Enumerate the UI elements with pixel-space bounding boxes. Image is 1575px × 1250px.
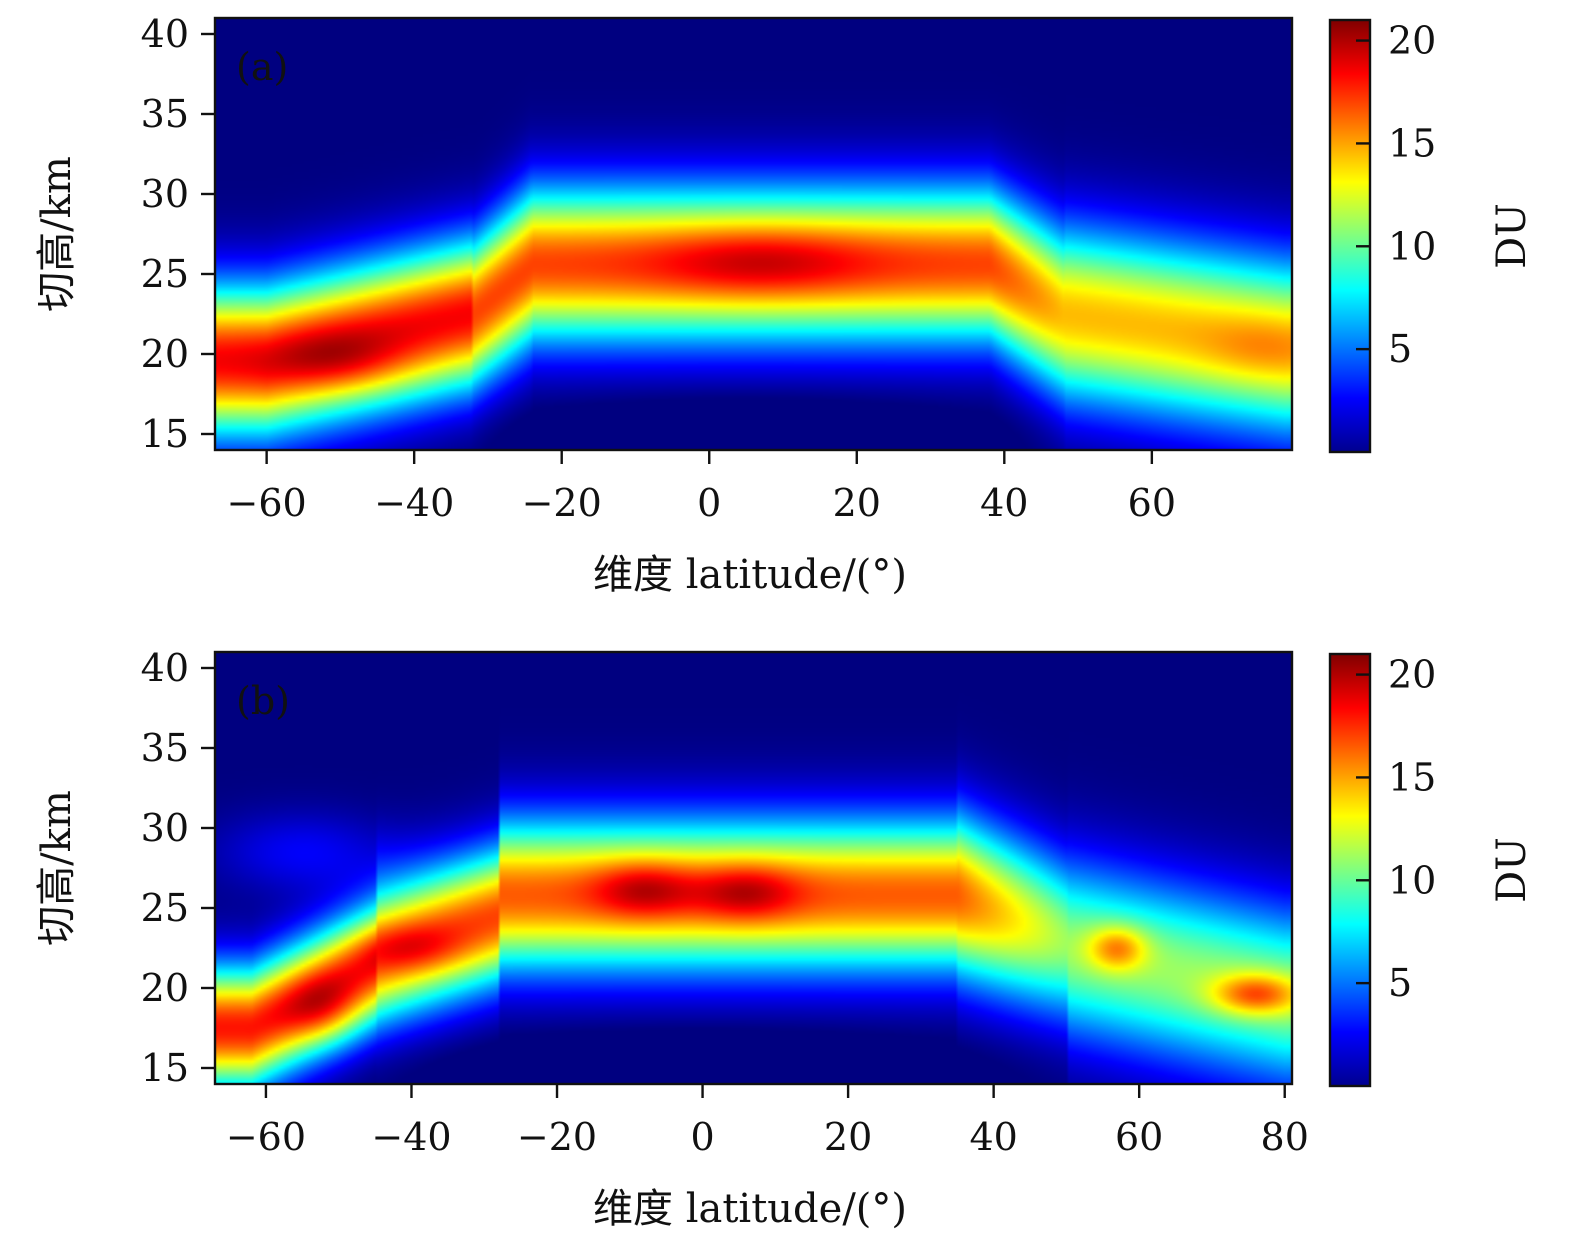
panel-a: (a) 15 20 25 30 35 40 −60 −40 −20 0 20 40 60 维度 lat…	[34, 12, 1535, 598]
colorbar-tick-label: 5	[1388, 961, 1412, 1005]
y-axis-label-a: 切高/km	[34, 156, 80, 312]
colorbar-label-a: DU	[1489, 203, 1535, 269]
panel-label-a: (a)	[236, 45, 288, 89]
colorbar-ticks-a: 5 10 15 20	[1356, 19, 1436, 371]
x-tick-label: 60	[1115, 1115, 1163, 1159]
y-tick-label: 40	[141, 646, 189, 690]
x-tick-label: −40	[374, 481, 454, 525]
x-tick-label: 0	[697, 481, 721, 525]
colorbar-b: 5 10 15 20 DU	[1328, 652, 1535, 1088]
x-axis-b: −60 −40 −20 0 20 40 60 80	[226, 1084, 1309, 1159]
y-axis-b: 15 20 25 30 35 40	[141, 646, 215, 1090]
colorbar-tick-label: 20	[1388, 653, 1436, 697]
y-tick-label: 35	[141, 726, 189, 770]
colorbar-tick-label: 10	[1388, 858, 1436, 902]
heatmap-b	[215, 652, 1292, 1084]
colorbar-ticks-b: 5 10 15 20	[1356, 653, 1436, 1005]
x-tick-label: −20	[522, 481, 602, 525]
x-tick-label: 20	[824, 1115, 872, 1159]
x-tick-label: −60	[227, 481, 307, 525]
panel-b: (b) 15 20 25 30 35 40 −60 −40 −20 0 20 40 60 80 维度 l…	[34, 646, 1535, 1232]
x-tick-label: −20	[517, 1115, 597, 1159]
heatmap-image-a	[215, 18, 1292, 450]
y-tick-label: 25	[141, 886, 189, 930]
y-tick-label: 30	[141, 172, 189, 216]
plot-frame-a	[213, 16, 1294, 452]
colorbar-gradient-a	[1328, 18, 1372, 454]
plot-frame-b	[213, 650, 1294, 1086]
x-tick-label: 60	[1128, 481, 1176, 525]
x-axis-label-b: 维度 latitude/(°)	[593, 1186, 907, 1232]
x-tick-label: −40	[371, 1115, 451, 1159]
x-axis-a: −60 −40 −20 0 20 40 60	[227, 450, 1176, 525]
x-tick-label: 40	[980, 481, 1028, 525]
y-tick-label: 30	[141, 806, 189, 850]
y-axis-a: 15 20 25 30 35 40	[141, 12, 215, 456]
panel-label-b: (b)	[236, 679, 290, 723]
x-tick-label: 40	[969, 1115, 1017, 1159]
colorbar-tick-label: 15	[1388, 755, 1436, 799]
colorbar-tick-label: 5	[1388, 327, 1412, 371]
x-axis-label-a: 维度 latitude/(°)	[593, 552, 907, 598]
y-tick-label: 25	[141, 252, 189, 296]
y-tick-label: 20	[141, 966, 189, 1010]
heatmap-image-b	[215, 652, 1292, 1084]
colorbar-a: 5 10 15 20 DU	[1328, 18, 1535, 454]
colorbar-gradient-b	[1328, 652, 1372, 1088]
heatmap-a	[215, 18, 1292, 450]
x-tick-label: −60	[226, 1115, 306, 1159]
y-tick-label: 40	[141, 12, 189, 56]
y-tick-label: 15	[141, 1046, 189, 1090]
colorbar-label-b: DU	[1489, 837, 1535, 903]
y-axis-label-b: 切高/km	[34, 790, 80, 946]
colorbar-tick-label: 20	[1388, 19, 1436, 63]
y-tick-label: 15	[141, 412, 189, 456]
colorbar-tick-label: 10	[1388, 224, 1436, 268]
x-tick-label: 80	[1261, 1115, 1309, 1159]
x-tick-label: 20	[833, 481, 881, 525]
y-tick-label: 20	[141, 332, 189, 376]
y-tick-label: 35	[141, 92, 189, 136]
x-tick-label: 0	[690, 1115, 714, 1159]
colorbar-tick-label: 15	[1388, 121, 1436, 165]
